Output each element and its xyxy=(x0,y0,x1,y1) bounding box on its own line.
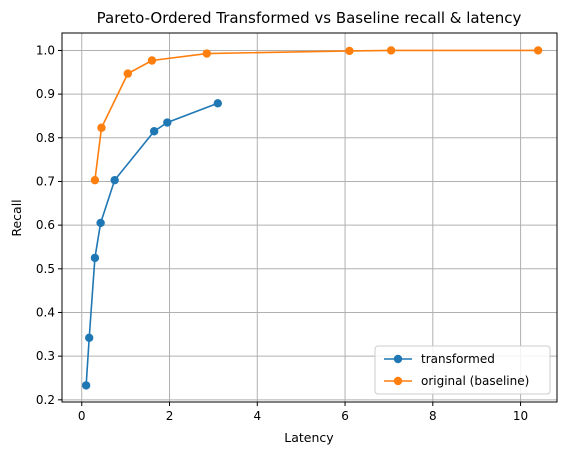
y-tick-label: 0.7 xyxy=(36,174,55,188)
plot-frame xyxy=(61,32,558,403)
legend-box xyxy=(374,345,551,395)
y-tick-label: 0.2 xyxy=(36,393,55,407)
y-tick-label: 0.4 xyxy=(36,305,55,319)
x-tick-label: 6 xyxy=(341,409,349,423)
data-point xyxy=(85,333,94,343)
x-tick-label: 8 xyxy=(429,409,437,423)
data-point xyxy=(97,123,106,132)
data-point xyxy=(202,49,212,58)
ticks: 0 2 4 6 8 10 0.2 0.3 0.4 0.5 0.6 0.7 0.8 0.9 1.0 xyxy=(36,43,528,423)
data-point xyxy=(81,381,91,390)
data-point xyxy=(345,46,354,56)
legend-label: transformed xyxy=(421,352,495,366)
x-tick-label: 0 xyxy=(78,409,86,423)
data-point xyxy=(96,218,105,228)
data-point xyxy=(213,99,222,108)
y-tick-label: 0.3 xyxy=(36,349,55,363)
data-point xyxy=(533,46,543,55)
legend-marker xyxy=(393,354,403,364)
data-point xyxy=(147,56,157,65)
series-0 xyxy=(81,99,222,390)
legend-label: original (baseline) xyxy=(421,374,529,388)
data-point xyxy=(110,175,119,185)
data-point xyxy=(386,46,396,55)
y-axis-label: Recall xyxy=(9,199,24,236)
series-layer xyxy=(81,46,543,390)
y-tick-label: 0.5 xyxy=(36,262,55,276)
data-point xyxy=(123,69,133,78)
x-tick-label: 2 xyxy=(166,409,174,423)
x-tick-label: 10 xyxy=(513,409,528,423)
data-point xyxy=(90,253,100,263)
y-tick-label: 0.9 xyxy=(36,87,55,101)
chart-title: Pareto-Ordered Transformed vs Baseline r… xyxy=(97,9,522,27)
grid xyxy=(62,33,557,402)
data-point xyxy=(149,127,159,136)
y-tick-label: 0.8 xyxy=(36,131,55,145)
x-axis-label: Latency xyxy=(284,430,334,445)
y-tick-label: 1.0 xyxy=(36,43,55,57)
legend: transformed original (baseline) xyxy=(374,345,551,395)
y-tick-label: 0.6 xyxy=(36,218,55,232)
x-tick-label: 4 xyxy=(253,409,261,423)
data-point xyxy=(163,118,172,127)
data-point xyxy=(90,175,100,185)
legend-marker xyxy=(393,376,403,386)
series-1 xyxy=(90,46,543,185)
series-line xyxy=(94,49,539,181)
